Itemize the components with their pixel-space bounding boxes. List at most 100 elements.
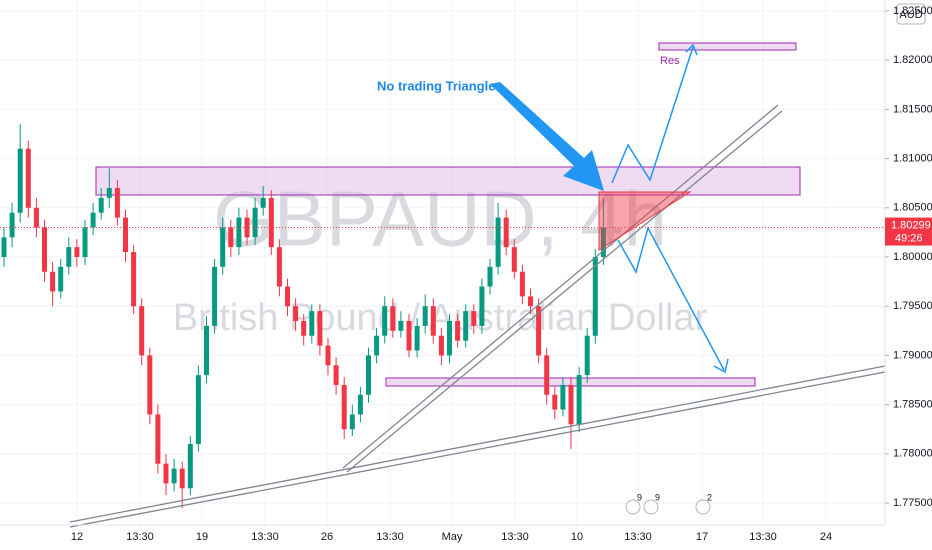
candle-body [236, 217, 242, 248]
candle-body [220, 227, 226, 267]
candle-body [66, 247, 72, 267]
candle-body [398, 320, 404, 331]
candle-body [1, 237, 7, 257]
candle-body [374, 335, 380, 356]
candle-body [268, 197, 274, 248]
candle-body [204, 325, 209, 376]
candle-body [560, 384, 566, 410]
x-tick-label: 26 [321, 531, 333, 543]
candle-body [25, 148, 31, 208]
candle-body [147, 355, 153, 415]
event-badge-count: 9 [637, 492, 642, 502]
candle-body [544, 355, 550, 395]
event-badge [625, 499, 641, 515]
watermark-description: British Pound / Australian Dollar [173, 297, 708, 339]
candle-body [155, 414, 161, 464]
candle-body [487, 266, 493, 287]
y-tick-label: 1.81000 [893, 152, 932, 164]
candle-body [33, 207, 39, 228]
y-tick-label: 1.82000 [893, 54, 932, 66]
candle-body [179, 468, 185, 489]
candle-body [341, 384, 347, 430]
last-price: 1.80299 [891, 219, 931, 231]
candle-body [349, 414, 355, 430]
candle-body [333, 365, 339, 385]
y-tick-label: 1.80000 [893, 251, 932, 263]
candle-body [382, 306, 388, 336]
candle-body [390, 306, 396, 331]
candle-body [260, 197, 266, 208]
candle-body [576, 375, 582, 425]
candle-body [90, 212, 96, 228]
x-tick-label: 13:30 [376, 531, 404, 543]
candle-body [455, 320, 461, 341]
candle-body [357, 394, 363, 415]
y-tick-label: 1.79000 [893, 349, 932, 361]
y-tick-label: 1.80500 [893, 202, 932, 214]
candle-body [123, 217, 128, 253]
candle-body [317, 311, 323, 346]
candle-body [74, 247, 80, 257]
candle-body [139, 306, 145, 356]
candle-body [98, 197, 104, 213]
y-tick-label: 1.82500 [893, 5, 932, 17]
candle-body [187, 443, 193, 489]
x-tick-label: 13:30 [251, 531, 279, 543]
candle-body [422, 306, 428, 326]
currency: AUD [899, 9, 922, 21]
candle-body [82, 227, 88, 257]
countdown: 49:26 [895, 232, 923, 244]
annotation: No trading Triangle [377, 78, 495, 93]
y-tick-label: 1.81500 [893, 103, 932, 115]
trendline [342, 104, 779, 469]
candle-body [252, 207, 258, 238]
axes: 1.77500 1.78000 1.78500 1.79000 1.79500 1.800… [71, 5, 932, 543]
candle-body [285, 286, 290, 307]
trendline [346, 110, 783, 473]
candle-body [471, 311, 477, 326]
y-tick-label: 1.78000 [893, 448, 932, 460]
candle-body [42, 227, 47, 272]
event-badge-count: 9 [655, 492, 660, 502]
zone-res [658, 42, 797, 51]
candle-body [325, 345, 331, 366]
candle-body [9, 212, 15, 238]
candle-body [366, 355, 371, 395]
x-tick-label: May [442, 531, 463, 543]
y-tick-label: 1.79500 [893, 300, 932, 312]
candle-body [511, 247, 517, 272]
candle-body [309, 311, 315, 336]
y-tick-label: 1.78500 [893, 399, 932, 411]
trendline [69, 371, 886, 528]
x-tick-label: 13:30 [749, 531, 777, 543]
currency-box [896, 3, 926, 25]
candle-body [447, 320, 452, 356]
candle-body [228, 227, 234, 248]
y-tick-label: 1.77500 [893, 497, 932, 509]
arrowhead [685, 43, 698, 56]
candle-body [536, 306, 542, 356]
candle-body [463, 311, 469, 341]
candle-body [106, 188, 112, 198]
arrow-down [617, 225, 725, 371]
x-tick-label: 12 [71, 531, 83, 543]
candle-body [131, 252, 137, 307]
x-tick-label: 13:30 [501, 531, 529, 543]
candle-body [276, 247, 282, 287]
x-tick-label: 10 [571, 531, 583, 543]
last-price-box [885, 217, 932, 246]
candle-body [406, 320, 412, 351]
grid [0, 0, 885, 525]
projection-arrows [611, 43, 729, 374]
candle-body [430, 306, 436, 336]
candle-body [195, 375, 201, 444]
candle-body [171, 468, 177, 484]
triangle [598, 191, 692, 251]
trendline [69, 365, 886, 523]
x-tick-label: 13:30 [126, 531, 154, 543]
candles [1, 124, 606, 508]
candle-body [584, 335, 590, 376]
trendlines [69, 104, 886, 528]
x-tick-label: 17 [696, 531, 708, 543]
